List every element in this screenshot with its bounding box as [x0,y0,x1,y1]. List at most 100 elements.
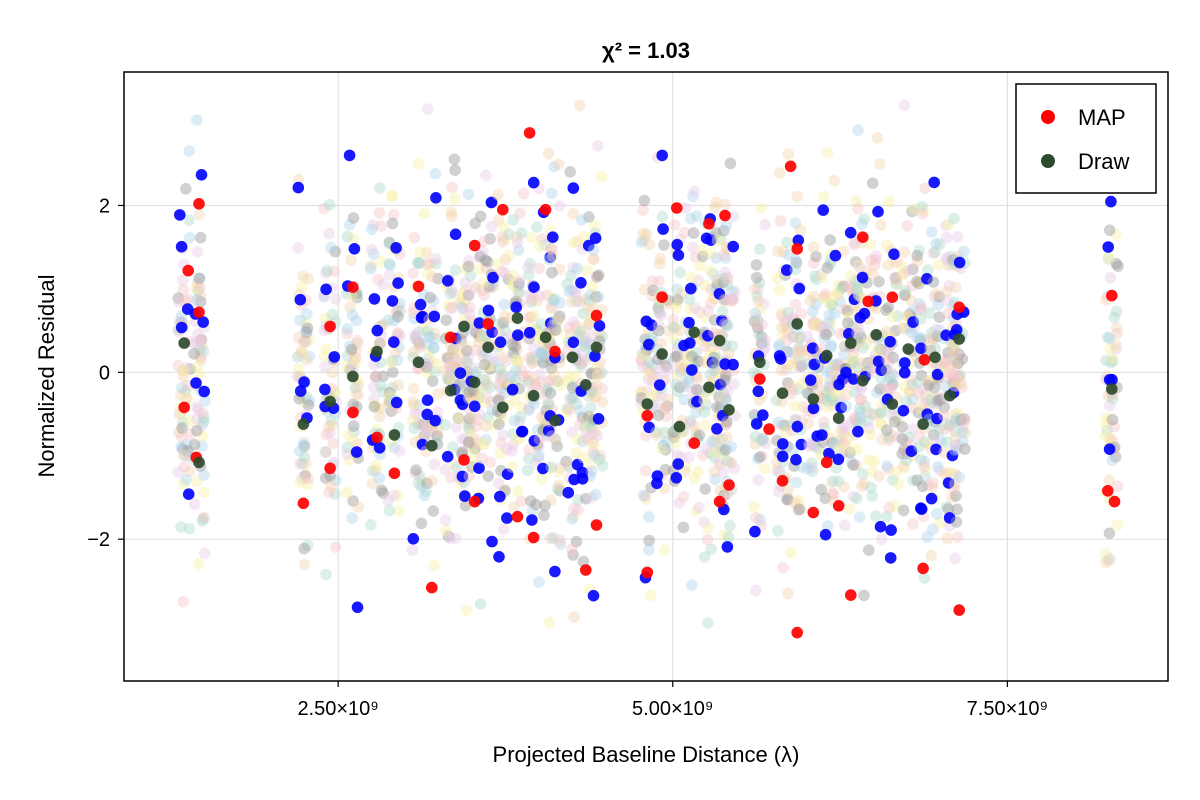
draw-sample-point [456,287,469,300]
draw-sample-point [325,414,338,427]
draw-sample-point [840,400,852,413]
blue-sample-point [819,528,832,541]
draw-sample-point [387,366,399,379]
draw-sample-point [590,390,602,403]
draw-sample-point [492,477,505,490]
draw-sample-point [809,440,822,453]
draw-sample-point [720,294,732,306]
draw-sample-point [596,396,609,408]
draw-sample-point [591,360,603,373]
draw-sample-point [548,161,560,173]
map-point [523,127,536,139]
draw-sample-point [792,332,805,345]
draw-sample-point [921,531,934,543]
draw-sample-point [526,357,538,369]
draw-sample-point [875,406,888,419]
draw-sample-point [593,453,606,466]
draw-sample-point [292,331,305,344]
draw-sample-point [326,419,338,431]
draw-sample-point [647,369,660,382]
draw-sample-point [302,272,315,285]
blue-sample-point [386,295,399,307]
draw-sample-point [668,219,681,231]
draw-sample-point [719,393,731,406]
draw-sample-point [669,351,681,363]
draw-sample-point [719,252,732,264]
draw-sample-point [838,480,850,493]
draw-sample-point [886,367,898,379]
blue-sample-point [456,398,469,411]
draw-sample-point [183,522,196,535]
draw-sample-point [299,325,312,337]
draw-sample-point [502,373,514,385]
draw-sample-point [759,334,771,347]
draw-sample-point [562,370,575,383]
draw-sample-point [523,402,535,415]
draw-sample-point [942,218,955,231]
draw-sample-point [191,278,204,290]
draw-sample-point [585,367,597,379]
draw-sample-point [926,481,939,493]
blue-sample-point [562,486,575,499]
draw-sample-point [343,454,356,466]
blue-sample-point [907,316,919,328]
draw-sample-point [834,393,847,405]
draw-point [820,349,833,362]
draw-sample-point [449,532,462,545]
draw-sample-point [881,424,893,436]
draw-sample-point [1104,342,1116,355]
draw-sample-point [958,413,970,425]
draw-sample-point [635,355,648,367]
draw-sample-point [343,429,355,441]
draw-point [673,420,686,433]
draw-sample-point [795,360,808,373]
draw-sample-point [178,364,191,377]
blue-sample-point [292,181,305,194]
draw-sample-point [771,272,783,285]
draw-sample-point [882,383,895,396]
draw-sample-point [930,323,942,336]
blue-sample-point [414,298,427,311]
draw-sample-point [907,474,919,487]
draw-sample-point [569,320,582,332]
draw-sample-point [537,345,549,358]
draw-sample-point [445,359,458,372]
draw-sample-point [453,297,466,309]
draw-point [297,418,310,430]
draw-sample-point [642,373,655,386]
draw-sample-point [450,421,463,434]
blue-sample-point [702,330,714,342]
draw-sample-point [919,469,932,482]
map-point [527,531,540,544]
draw-sample-point [565,296,578,308]
draw-sample-point [428,342,440,354]
draw-sample-point [195,354,208,367]
draw-sample-point [685,271,698,284]
draw-sample-point [795,360,808,373]
draw-sample-point [881,510,893,523]
blue-sample-point [790,453,802,466]
draw-sample-point [913,441,926,453]
draw-sample-point [418,489,431,502]
draw-sample-point [547,250,559,262]
blue-sample-point [714,378,727,391]
draw-sample-point [529,378,542,391]
draw-sample-point [430,428,442,441]
draw-sample-point [412,418,425,430]
blue-sample-point [506,383,519,396]
draw-sample-point [526,351,539,364]
draw-sample-point [669,437,681,449]
draw-sample-point [522,369,534,382]
draw-sample-point [781,334,793,346]
map-point [862,295,874,308]
blue-sample-point [905,445,918,458]
draw-sample-point [537,348,549,361]
draw-sample-point [522,376,535,389]
draw-sample-point [455,385,468,398]
draw-sample-point [933,311,946,324]
draw-sample-point [891,278,904,290]
draw-sample-point [946,491,958,504]
blue-sample-point [501,468,514,481]
draw-sample-point [720,369,732,382]
draw-sample-point [912,276,924,288]
